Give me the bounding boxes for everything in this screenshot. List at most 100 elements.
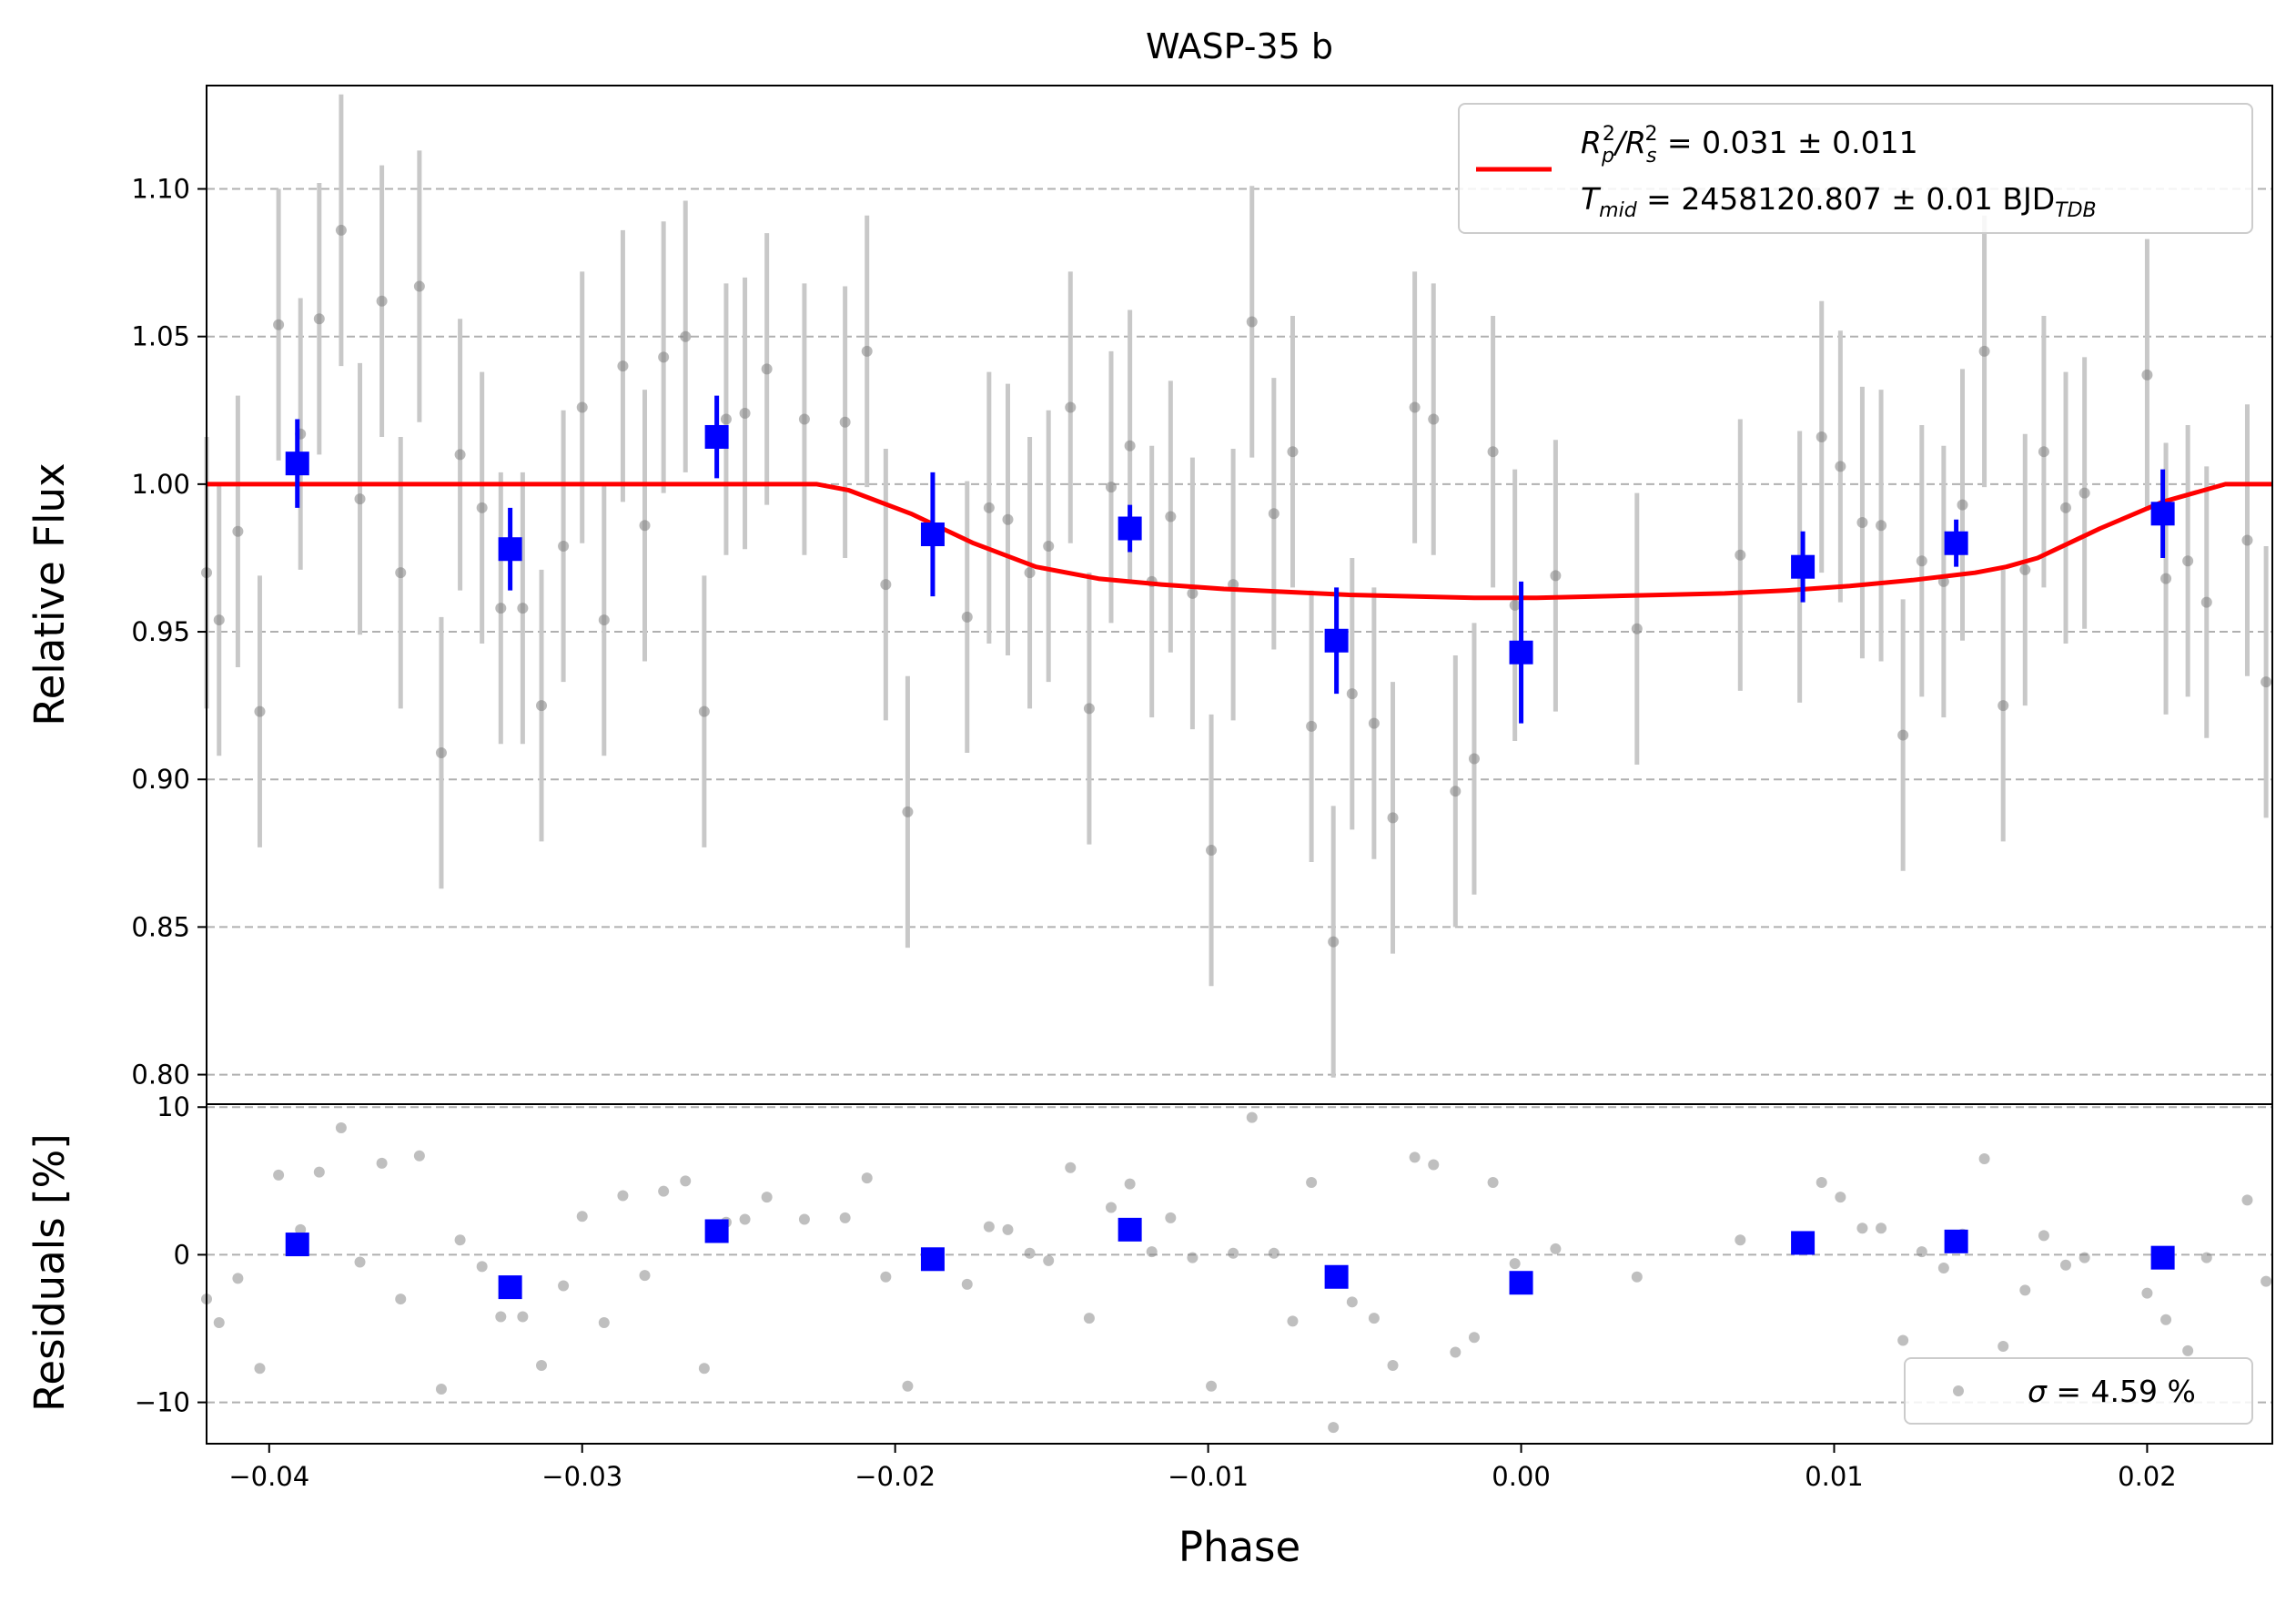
raw-point bbox=[598, 614, 610, 626]
model-line bbox=[207, 482, 2272, 601]
residual-raw-points bbox=[201, 1111, 2272, 1434]
residual-binned-points bbox=[285, 1217, 2175, 1300]
residual-point bbox=[1083, 1313, 1095, 1324]
residual-point bbox=[2241, 1194, 2253, 1206]
residual-y-tick-label: 10 bbox=[157, 1091, 190, 1122]
raw-point bbox=[1328, 936, 1340, 948]
main-y-axis-title: Relative Flux bbox=[25, 462, 74, 725]
raw-point bbox=[1998, 700, 2009, 712]
raw-point bbox=[1468, 753, 1480, 765]
raw-point bbox=[254, 705, 266, 717]
main-y-tick-label: 1.00 bbox=[131, 469, 190, 500]
residual-point bbox=[576, 1211, 588, 1223]
residual-binned-point bbox=[285, 1233, 309, 1257]
residual-point bbox=[476, 1261, 488, 1273]
residual-point bbox=[1387, 1360, 1399, 1372]
raw-point bbox=[761, 363, 773, 375]
raw-point bbox=[1187, 587, 1199, 599]
residual-point bbox=[1468, 1332, 1480, 1344]
raw-point bbox=[413, 280, 425, 292]
raw-point bbox=[1509, 599, 1521, 611]
residual-point bbox=[376, 1157, 388, 1169]
raw-point bbox=[1268, 508, 1279, 520]
residual-point bbox=[1002, 1223, 1014, 1235]
raw-point bbox=[1897, 729, 1909, 741]
residual-point bbox=[839, 1212, 851, 1223]
raw-point bbox=[1002, 513, 1014, 525]
residual-point bbox=[1206, 1380, 1218, 1392]
binned-point bbox=[1324, 628, 1349, 653]
raw-point bbox=[1735, 549, 1746, 561]
residual-point bbox=[1937, 1263, 1949, 1274]
raw-point bbox=[435, 747, 447, 759]
legend-residual-marker bbox=[1953, 1385, 1964, 1396]
residual-point bbox=[213, 1317, 225, 1329]
legend-depth-label: Rp2/Rs2 = 0.031 ± 0.011 bbox=[1581, 123, 1918, 167]
residual-point bbox=[1816, 1176, 1827, 1188]
residual-point bbox=[1428, 1159, 1440, 1171]
raw-point bbox=[558, 540, 570, 552]
raw-point bbox=[698, 705, 710, 717]
raw-point bbox=[2038, 446, 2049, 458]
residual-point bbox=[273, 1169, 285, 1181]
raw-point bbox=[1550, 570, 1562, 582]
raw-point bbox=[1043, 540, 1055, 552]
residual-point bbox=[1856, 1223, 1868, 1234]
residual-point bbox=[639, 1270, 651, 1282]
residual-point bbox=[1978, 1153, 1990, 1165]
residual-binned-point bbox=[1118, 1217, 1142, 1242]
x-tick-label: 0.00 bbox=[1492, 1461, 1551, 1492]
residual-point bbox=[1165, 1212, 1177, 1223]
residual-y-axis-title: Residuals [%] bbox=[25, 1133, 74, 1412]
raw-point bbox=[1024, 567, 1036, 579]
raw-point bbox=[1876, 520, 1887, 532]
residual-point bbox=[2019, 1284, 2031, 1296]
residual-point bbox=[1268, 1247, 1279, 1259]
residual-point bbox=[295, 1223, 307, 1235]
residual-point bbox=[2160, 1314, 2172, 1325]
residual-point bbox=[880, 1271, 892, 1283]
residual-point bbox=[1328, 1422, 1340, 1434]
residual-binned-point bbox=[1944, 1229, 1968, 1253]
raw-point bbox=[1631, 623, 1643, 634]
raw-point bbox=[454, 449, 466, 461]
residual-point bbox=[1876, 1223, 1887, 1234]
residual-point bbox=[2038, 1230, 2049, 1242]
residual-x-ticks: −0.04 −0.03 −0.02 −0.01 0.00 0.01 0.02 bbox=[228, 1444, 2177, 1492]
residual-point bbox=[658, 1185, 670, 1197]
residual-point bbox=[232, 1273, 244, 1284]
residual-point bbox=[1998, 1340, 2009, 1352]
binned-point bbox=[920, 522, 945, 547]
residual-point bbox=[1487, 1176, 1499, 1188]
raw-point bbox=[1856, 517, 1868, 529]
residual-point bbox=[1246, 1111, 1258, 1123]
residual-point bbox=[902, 1380, 914, 1392]
residual-point bbox=[1897, 1334, 1909, 1346]
raw-point bbox=[1165, 511, 1177, 522]
legend-tmid-label: Tmid = 2458120.807 ± 0.01 BJDTDB bbox=[1581, 181, 2097, 222]
binned-point bbox=[498, 537, 522, 562]
residual-y-ticks: −10 0 10 bbox=[135, 1091, 207, 1418]
x-axis-title: Phase bbox=[1178, 1523, 1300, 1571]
residual-point bbox=[2079, 1252, 2090, 1263]
raw-point bbox=[1835, 461, 1846, 472]
residual-point bbox=[254, 1363, 266, 1375]
residual-point bbox=[698, 1363, 710, 1375]
raw-point bbox=[1206, 845, 1218, 857]
x-tick-label: 0.01 bbox=[1805, 1461, 1864, 1492]
x-tick-label: 0.02 bbox=[2118, 1461, 2177, 1492]
raw-point bbox=[536, 700, 548, 712]
residual-point bbox=[313, 1166, 325, 1178]
residual-point bbox=[335, 1121, 347, 1133]
raw-point bbox=[739, 408, 751, 420]
residual-point bbox=[1146, 1246, 1158, 1258]
residual-point bbox=[1631, 1271, 1643, 1283]
residual-point bbox=[536, 1360, 548, 1372]
chart-title: WASP-35 b bbox=[1146, 26, 1333, 66]
raw-point bbox=[313, 313, 325, 325]
raw-point bbox=[1487, 446, 1499, 458]
residual-binned-point bbox=[498, 1275, 522, 1300]
residual-y-tick-label: −10 bbox=[135, 1387, 190, 1418]
binned-point bbox=[1118, 516, 1142, 541]
